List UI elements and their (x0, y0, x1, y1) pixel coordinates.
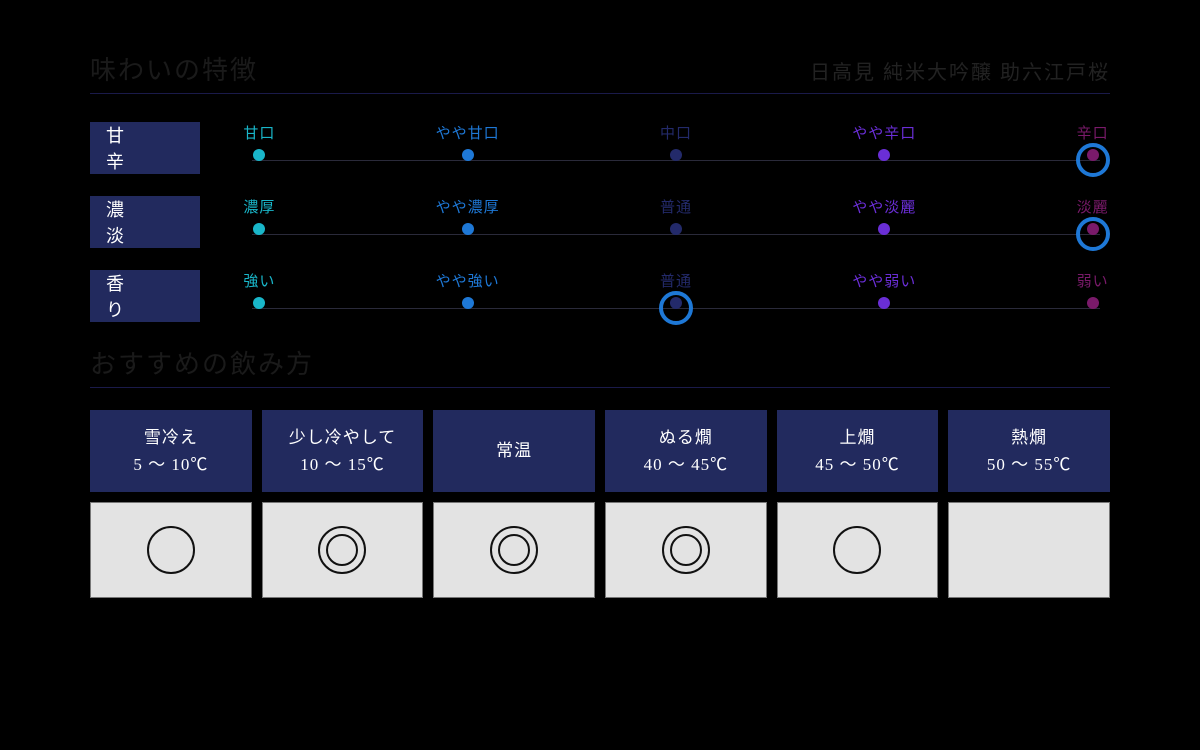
scale-stop: 淡麗 (1053, 196, 1133, 235)
scale-track: 濃厚やや濃厚普通やや淡麗淡麗 (242, 196, 1110, 248)
temp-name: 雪冷え (144, 424, 198, 451)
scale-stop-label: 辛口 (1053, 122, 1133, 143)
temp-name: 上燗 (839, 424, 875, 451)
scale-stop-label: 弱い (1053, 270, 1133, 291)
scale-stop: 辛口 (1053, 122, 1133, 161)
scale-stop-label: やや辛口 (844, 122, 924, 143)
temp-value-cell (90, 502, 252, 598)
scale-stop: 普通 (636, 196, 716, 235)
scale-stop-dot (1087, 297, 1099, 309)
scale-stop-label: 強い (219, 270, 299, 291)
scale-stop: やや淡麗 (844, 196, 924, 235)
mark-best-icon (318, 526, 366, 574)
scale-row-label: 濃 淡 (90, 196, 200, 248)
temp-range: 45 〜 50℃ (815, 451, 900, 478)
mark-good-icon (833, 526, 881, 574)
temp-name: ぬる燗 (659, 424, 713, 451)
temp-header-cell: 上燗45 〜 50℃ (777, 410, 939, 492)
scale-row: 香 り強いやや強い普通やや弱い弱い (90, 270, 1110, 322)
temp-header-cell: 雪冷え5 〜 10℃ (90, 410, 252, 492)
scale-stop-dot (670, 149, 682, 161)
scale-stop: 甘口 (219, 122, 299, 161)
scale-stop-label: 普通 (636, 270, 716, 291)
scale-stop-dot (462, 297, 474, 309)
temp-name: 少し冷やして (289, 424, 397, 451)
scale-stop-dot (670, 297, 682, 309)
flavor-title: 味わいの特徴 (90, 50, 258, 87)
scale-stop-dot (878, 149, 890, 161)
scale-stop: やや濃厚 (428, 196, 508, 235)
temp-header-cell: 少し冷やして10 〜 15℃ (262, 410, 424, 492)
scale-stop: 弱い (1053, 270, 1133, 309)
temp-name: 常温 (496, 437, 532, 464)
scale-stop-label: 濃厚 (219, 196, 299, 217)
temp-value-cell (262, 502, 424, 598)
scale-stop-label: 甘口 (219, 122, 299, 143)
mark-best-icon (490, 526, 538, 574)
scale-stop-label: やや濃厚 (428, 196, 508, 217)
scale-track: 甘口やや甘口中口やや辛口辛口 (242, 122, 1110, 174)
scale-row: 濃 淡濃厚やや濃厚普通やや淡麗淡麗 (90, 196, 1110, 248)
scale-row-label: 甘 辛 (90, 122, 200, 174)
scale-stop-label: やや淡麗 (844, 196, 924, 217)
temp-range: 50 〜 55℃ (987, 451, 1072, 478)
scale-stop-dot (878, 297, 890, 309)
temp-range: 5 〜 10℃ (133, 451, 208, 478)
scale-row-label: 香 り (90, 270, 200, 322)
scale-stop-dot (462, 223, 474, 235)
temp-value-cell (605, 502, 767, 598)
temp-range: 40 〜 45℃ (644, 451, 729, 478)
flavor-scales: 甘 辛甘口やや甘口中口やや辛口辛口濃 淡濃厚やや濃厚普通やや淡麗淡麗香 り強いや… (90, 122, 1110, 322)
scale-track: 強いやや強い普通やや弱い弱い (242, 270, 1110, 322)
scale-stop-dot (253, 223, 265, 235)
temp-header-cell: 常温 (433, 410, 595, 492)
scale-stop: 普通 (636, 270, 716, 309)
scale-stop-label: やや弱い (844, 270, 924, 291)
scale-stop-dot (878, 223, 890, 235)
scale-stop: 濃厚 (219, 196, 299, 235)
scale-stop-dot (462, 149, 474, 161)
scale-stop-label: やや甘口 (428, 122, 508, 143)
scale-row: 甘 辛甘口やや甘口中口やや辛口辛口 (90, 122, 1110, 174)
scale-stop: やや弱い (844, 270, 924, 309)
temp-range: 10 〜 15℃ (300, 451, 385, 478)
product-name: 日高見 純米大吟醸 助六江戸桜 (810, 56, 1110, 85)
scale-stop: 強い (219, 270, 299, 309)
scale-stop: 中口 (636, 122, 716, 161)
scale-stop-label: 淡麗 (1053, 196, 1133, 217)
scale-stop-dot (670, 223, 682, 235)
mark-best-icon (662, 526, 710, 574)
scale-stop-dot (253, 149, 265, 161)
scale-stop: やや甘口 (428, 122, 508, 161)
temp-header-cell: 熱燗50 〜 55℃ (948, 410, 1110, 492)
scale-stop: やや強い (428, 270, 508, 309)
temp-name: 熱燗 (1011, 424, 1047, 451)
temp-header-cell: ぬる燗40 〜 45℃ (605, 410, 767, 492)
scale-stop-label: やや強い (428, 270, 508, 291)
serving-grid: 雪冷え5 〜 10℃少し冷やして10 〜 15℃常温ぬる燗40 〜 45℃上燗4… (90, 410, 1110, 598)
scale-stop-dot (1087, 223, 1099, 235)
scale-stop-label: 普通 (636, 196, 716, 217)
scale-stop-dot (253, 297, 265, 309)
scale-stop-label: 中口 (636, 122, 716, 143)
mark-good-icon (147, 526, 195, 574)
flavor-header: 味わいの特徴 日高見 純米大吟醸 助六江戸桜 (90, 50, 1110, 94)
temp-value-cell (433, 502, 595, 598)
scale-stop-dot (1087, 149, 1099, 161)
serving-title: おすすめの飲み方 (90, 344, 1110, 388)
temp-value-cell (948, 502, 1110, 598)
temp-value-cell (777, 502, 939, 598)
scale-stop: やや辛口 (844, 122, 924, 161)
